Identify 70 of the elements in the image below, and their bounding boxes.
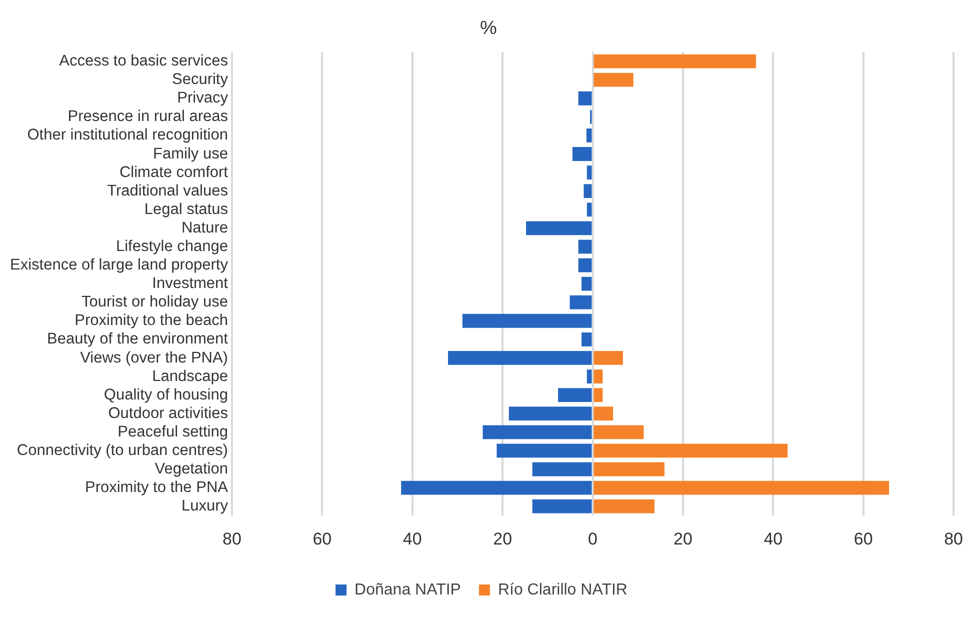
bar: [586, 202, 592, 217]
x-tick-label: 20: [674, 529, 692, 548]
x-tick-label: 20: [493, 529, 512, 548]
y-tick-label: Other institutional recognition: [27, 126, 228, 144]
bar: [578, 91, 592, 106]
y-tick-label: Tourist or holiday use: [82, 294, 228, 311]
x-tick-label: 80: [222, 529, 242, 548]
bar: [462, 314, 592, 328]
bar: [594, 351, 623, 365]
y-tick-label: Traditional values: [107, 182, 228, 200]
bar: [586, 370, 592, 384]
y-tick-label: Existence of large land property: [10, 256, 228, 274]
y-tick-label: Views (over the PNA): [80, 349, 228, 366]
y-tick-label: Legal status: [144, 200, 228, 218]
chart-title: %: [479, 18, 498, 40]
bar: [578, 258, 592, 272]
bar: [594, 406, 614, 421]
bar: [594, 388, 603, 402]
bar: [570, 295, 592, 310]
y-tick-label: Presence in rural areas: [68, 108, 228, 126]
bar: [448, 351, 592, 365]
bar: [586, 128, 592, 142]
y-tick-label: Quality of housing: [104, 386, 228, 404]
y-tick-label: Climate comfort: [119, 164, 229, 181]
bar: [594, 444, 788, 458]
y-tick-label: Luxury: [181, 498, 228, 515]
x-tick-label: 60: [854, 529, 873, 548]
bar: [594, 72, 634, 87]
y-tick-label: Landscape: [152, 368, 228, 385]
bar: [594, 462, 664, 476]
bar: [594, 425, 644, 440]
bar: [482, 425, 592, 440]
bar: [581, 332, 592, 346]
x-tick-label: 40: [764, 529, 783, 548]
bar: [532, 462, 592, 476]
bar: [508, 406, 592, 421]
bar: [572, 147, 592, 161]
y-tick-label: Outdoor activities: [108, 404, 228, 422]
legend-label: Doñana NATIP: [354, 581, 461, 598]
x-tick-label: 40: [402, 529, 422, 548]
bar: [584, 184, 592, 198]
bar: [586, 166, 592, 180]
bar: [496, 444, 592, 458]
x-tick-label: 60: [312, 529, 332, 548]
y-tick-label: Vegetation: [154, 460, 228, 478]
y-tick-label: Family use: [153, 145, 228, 162]
y-tick-label: Peaceful setting: [118, 423, 228, 440]
bar: [594, 54, 756, 68]
bar: [558, 388, 592, 402]
y-tick-label: Lifestyle change: [116, 238, 228, 255]
bar: [581, 276, 592, 291]
bar: [594, 499, 655, 514]
bar: [594, 480, 890, 495]
bar: [401, 480, 592, 495]
y-tick-label: Connectivity (to urban centres): [16, 442, 228, 459]
y-tick-label: Security: [172, 71, 228, 88]
bar: [532, 499, 592, 514]
y-tick-label: Nature: [181, 219, 228, 236]
bar: [594, 370, 603, 384]
x-tick-label: 80: [944, 529, 964, 548]
y-tick-label: Access to basic services: [59, 52, 228, 70]
bar: [578, 240, 592, 254]
bar: [526, 221, 592, 236]
legend-label: Río Clarillo NATIR: [498, 581, 628, 598]
y-tick-label: Privacy: [177, 90, 228, 107]
y-tick-label: Proximity to the beach: [74, 312, 228, 330]
x-tick-label: 0: [588, 529, 598, 548]
y-tick-label: Beauty of the environment: [47, 330, 229, 348]
y-tick-label: Investment: [152, 275, 229, 292]
y-tick-label: Proximity to the PNA: [84, 479, 229, 496]
